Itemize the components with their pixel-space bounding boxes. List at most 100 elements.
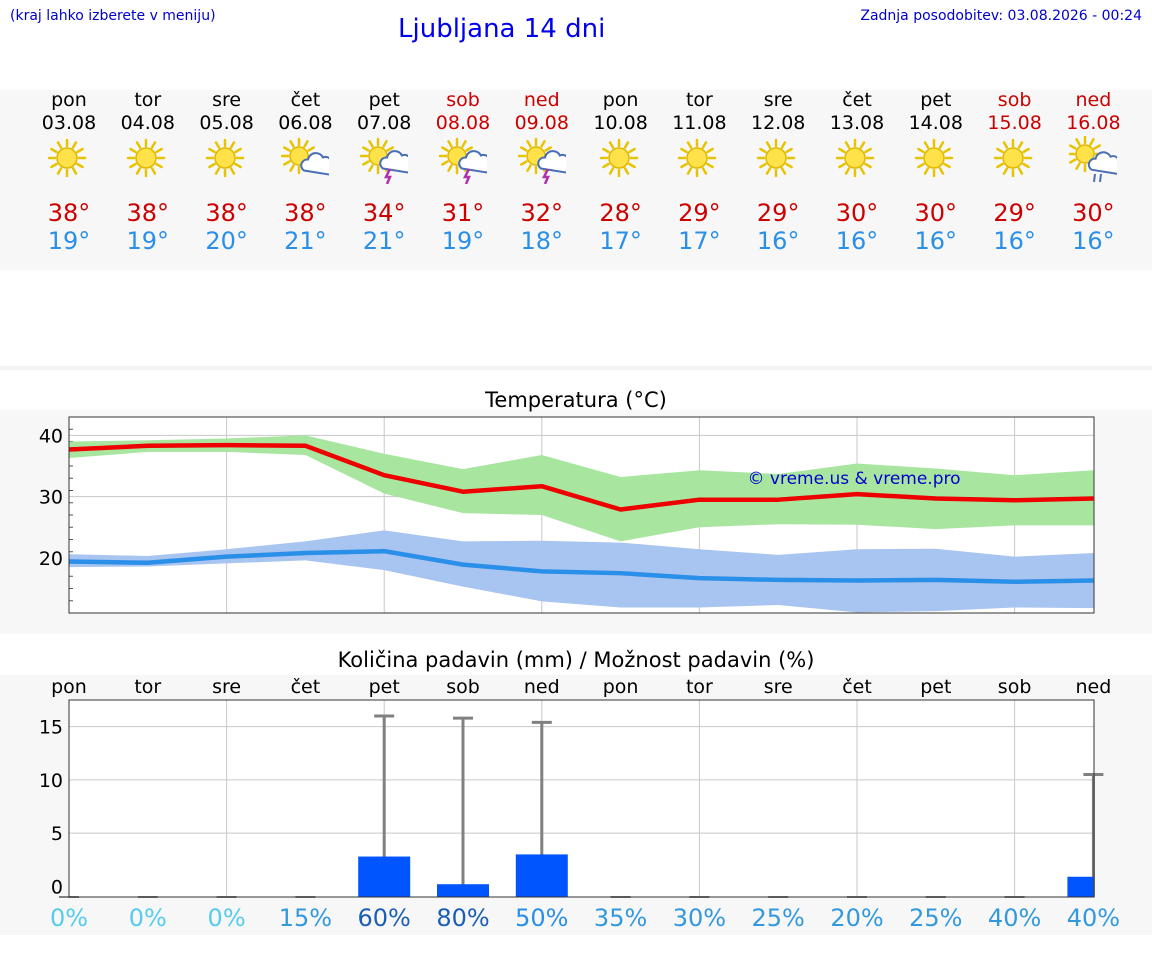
sun-storm-icon <box>360 137 409 184</box>
x-tick-label: tor <box>134 676 162 698</box>
day-date: 15.08 <box>987 112 1042 134</box>
day-date: 13.08 <box>829 112 885 134</box>
separator <box>0 366 1152 370</box>
day-name: tor <box>685 89 713 111</box>
precip-probability: 60% <box>357 904 411 932</box>
day-name: pon <box>51 89 87 111</box>
day-name: pet <box>920 89 952 111</box>
precip-probability: 20% <box>830 904 884 932</box>
x-tick-label: pon <box>51 676 87 698</box>
day-name: čet <box>842 89 872 111</box>
x-tick-label: ned <box>523 676 560 698</box>
day-date: 14.08 <box>908 112 963 134</box>
temp-max: 38° <box>47 199 91 227</box>
day-name: sob <box>997 89 1032 111</box>
y-tick-label: 30 <box>39 487 63 509</box>
temp-max: 38° <box>284 199 327 227</box>
sun-icon <box>599 138 638 178</box>
day-name: tor <box>134 89 162 111</box>
y-tick-label: 10 <box>39 770 63 792</box>
precip-probability: 30% <box>672 904 727 932</box>
temp-min: 19° <box>441 227 485 255</box>
day-date: 08.08 <box>435 112 491 134</box>
day-date: 03.08 <box>41 112 97 134</box>
temp-max: 29° <box>993 199 1036 227</box>
max-temp-range-band <box>69 435 1094 542</box>
day-name: sob <box>446 89 480 111</box>
temp-max: 30° <box>914 199 958 227</box>
sun-icon <box>756 138 796 178</box>
temp-min: 16° <box>1072 227 1115 255</box>
precip-probability: 0% <box>128 904 167 932</box>
precip-probability: 40% <box>1066 904 1121 932</box>
watermark: © vreme.us & vreme.pro <box>747 469 960 489</box>
y-tick-label: 15 <box>39 717 63 739</box>
sun-icon <box>47 138 87 178</box>
temp-min: 21° <box>284 227 327 255</box>
x-tick-label: tor <box>685 676 713 698</box>
day-name: pet <box>368 89 400 111</box>
temp-min: 16° <box>993 227 1036 255</box>
temp-max: 38° <box>205 199 248 227</box>
day-date: 06.08 <box>278 112 333 134</box>
temp-min: 19° <box>47 227 91 255</box>
plot-frame <box>68 416 1095 614</box>
x-tick-label: pet <box>368 676 400 698</box>
temp-min: 19° <box>126 227 170 255</box>
temp-max: 38° <box>126 199 170 227</box>
x-tick-label: sre <box>763 676 793 698</box>
sun-cloud-icon <box>281 137 330 176</box>
sun-icon <box>126 138 166 178</box>
day-name: sre <box>212 89 242 111</box>
temp-min: 16° <box>914 227 958 255</box>
plot-area <box>69 700 1094 897</box>
sun-storm-icon <box>517 137 566 184</box>
x-tick-label: sre <box>212 676 242 698</box>
day-name: ned <box>1075 89 1112 111</box>
temp-min: 20° <box>205 227 248 255</box>
sun-icon <box>205 138 244 178</box>
temp-max: 30° <box>835 199 879 227</box>
precip-probability: 35% <box>593 904 648 932</box>
temp-max: 30° <box>1072 199 1115 227</box>
forecast-panel <box>0 90 1152 270</box>
day-date: 07.08 <box>356 112 412 134</box>
temp-min: 18° <box>520 227 564 255</box>
day-date: 09.08 <box>514 112 569 134</box>
x-tick-label: pet <box>920 676 952 698</box>
precip-bar <box>437 884 489 897</box>
page-title: Ljubljana 14 dni <box>398 14 606 44</box>
sun-icon <box>914 138 954 178</box>
precip-bar <box>515 854 568 897</box>
day-name: čet <box>290 89 321 111</box>
day-date: 16.08 <box>1066 112 1121 134</box>
max-temp-line <box>68 442 1094 512</box>
precip-probability: 50% <box>515 904 569 932</box>
y-tick-label: 5 <box>51 823 63 845</box>
x-tick-label: čet <box>842 676 872 698</box>
x-tick-label: sob <box>446 676 480 698</box>
day-name: ned <box>523 89 560 111</box>
temp-max: 32° <box>520 199 564 227</box>
x-tick-label: pon <box>602 676 639 698</box>
precip-probability: 40% <box>987 904 1042 932</box>
temperature-chart-title: Temperatura (°C) <box>485 388 667 412</box>
temp-max: 31° <box>441 199 485 227</box>
temp-min: 16° <box>756 227 800 255</box>
temp-min: 21° <box>362 227 406 255</box>
temp-max: 34° <box>362 199 406 227</box>
y-tick-label: 0 <box>51 876 63 898</box>
sun-icon <box>835 138 875 178</box>
temp-min: 17° <box>678 227 721 255</box>
plot-frame <box>68 699 1095 898</box>
x-tick-label: ned <box>1075 676 1112 698</box>
day-date: 05.08 <box>199 112 254 134</box>
min-temp-line <box>68 548 1094 585</box>
y-tick-label: 40 <box>39 425 63 447</box>
x-tick-label: sob <box>997 676 1032 698</box>
day-date: 10.08 <box>593 112 648 134</box>
day-date: 11.08 <box>672 112 727 134</box>
y-tick-label: 20 <box>39 548 63 570</box>
